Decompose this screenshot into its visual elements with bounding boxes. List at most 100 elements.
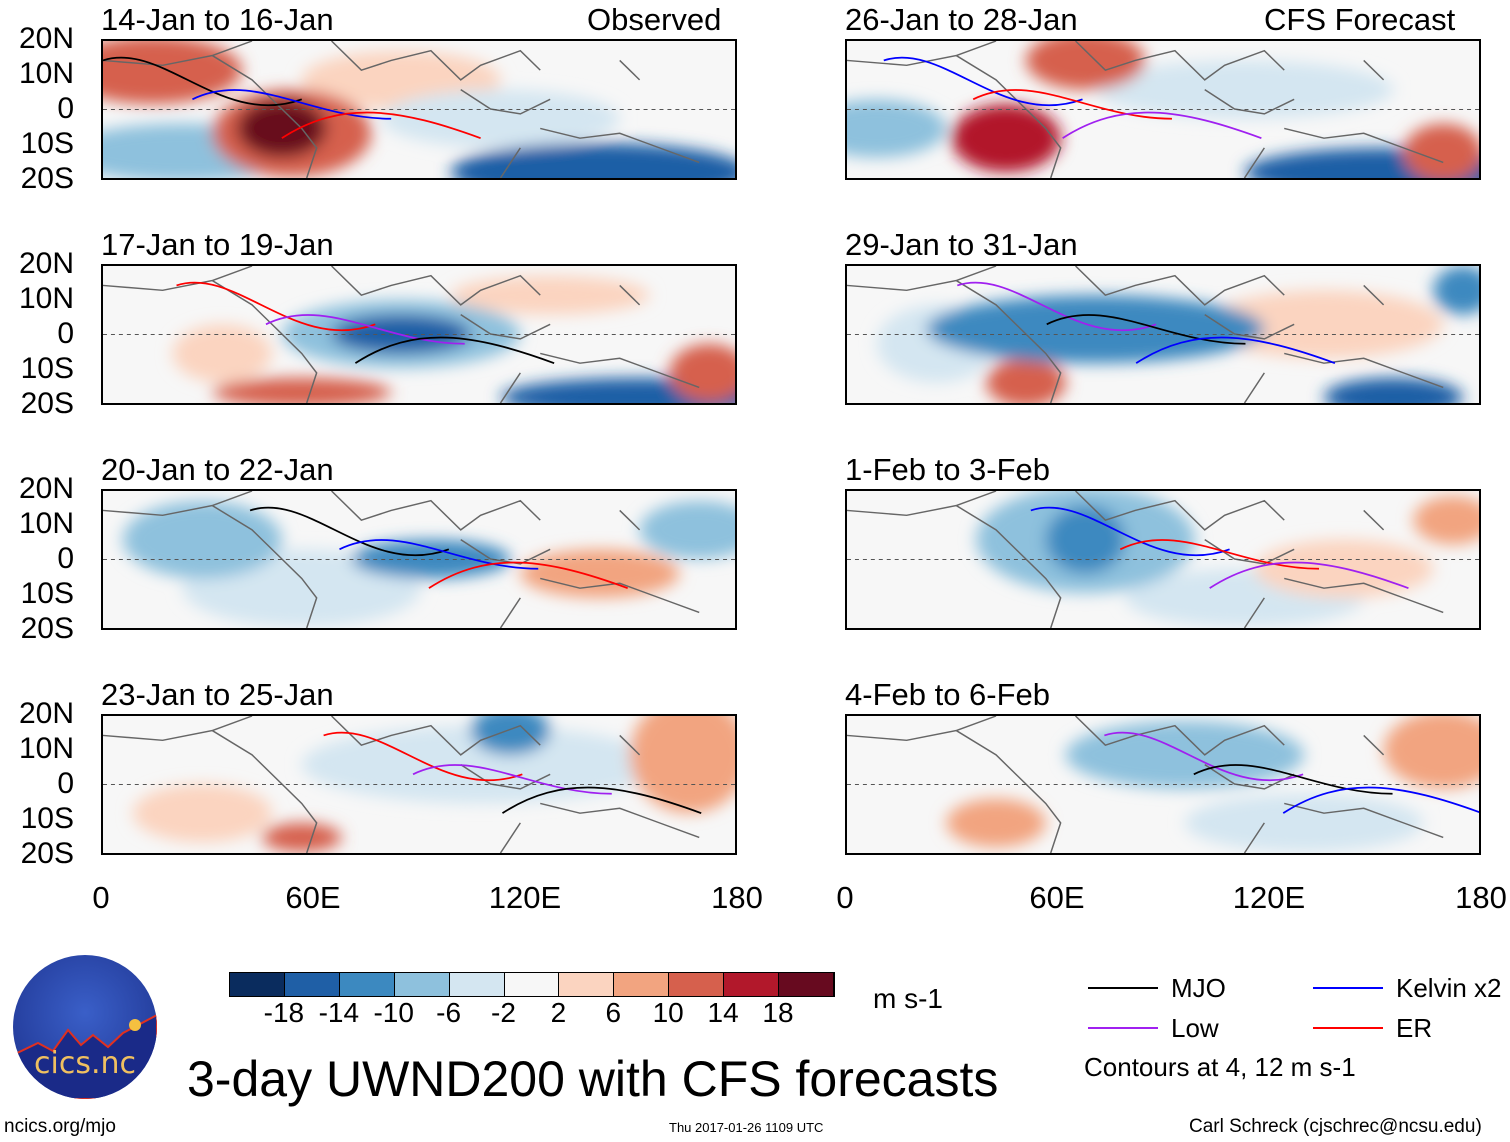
contour-line [883,56,1083,107]
anomaly-region [1065,720,1305,789]
lon-tick-label: 180 [1455,880,1507,915]
contour-line [501,786,702,814]
contour-line [428,561,628,589]
anomaly-region [212,377,392,403]
contour-line [339,539,539,570]
lat-tick-label: 10N [18,57,74,90]
colorbar-label: -6 [436,997,462,1028]
map-panel [101,714,737,855]
anomaly-region [1403,123,1479,178]
anomaly-region [1383,716,1479,789]
lat-tick-label: 20S [20,387,74,420]
legend-line [1313,987,1383,989]
lon-tick-label: 60E [285,880,341,915]
colorbar-label: -10 [373,997,414,1028]
anomaly-region [172,324,272,383]
contour-line [265,314,465,345]
anomaly-region [951,104,1061,173]
contour-line [103,56,303,107]
anomaly-region [1324,377,1464,403]
colorbar-swatch [779,973,834,996]
lon-tick-label: 180 [711,880,763,915]
colorbar-label: 2 [550,997,567,1028]
contour-line [281,111,481,139]
anomaly-region [351,539,511,579]
legend-line [1088,1027,1158,1029]
contour-line [192,89,392,120]
legend-label: Kelvin x2 [1396,973,1502,1003]
map-panel [101,489,737,630]
legend-line [1088,987,1158,989]
map-panel [845,489,1481,630]
panel-title: 23-Jan to 25-Jan [101,677,334,712]
cics-logo: cics.nc [13,955,157,1099]
map-panel [845,264,1481,405]
lon-tick-label: 120E [488,880,562,915]
contour-line [1119,539,1320,570]
lon-tick-label: 0 [836,880,854,915]
colorbar-swatch [339,973,395,996]
panel-title: 1-Feb to 3-Feb [845,452,1051,487]
anomaly-region [986,358,1066,403]
anomaly-region [520,549,680,598]
panel-title: 17-Jan to 19-Jan [101,227,334,262]
anomaly-region [639,500,735,560]
lat-tick-label: 20S [20,612,74,645]
map-panel [845,714,1481,855]
anomaly-region [470,716,551,755]
coastline [103,266,700,403]
colorbar-label: 10 [652,997,684,1028]
coastline [847,716,1444,853]
colorbar-swatch [394,973,450,996]
anomaly-region [946,798,1046,848]
contour-line [1209,561,1409,589]
anomaly-region [122,500,282,579]
footer-timestamp: Thu 2017-01-26 1109 UTC [669,1120,824,1135]
colorbar-swatch [614,973,670,996]
coastline [847,491,1444,628]
lat-tick-label: 10S [20,127,74,160]
footer-url[interactable]: ncics.org/mjo [4,1116,116,1137]
contour-line [957,281,1157,332]
lat-tick-label: 20S [20,837,74,870]
coastline [847,266,1444,403]
contour-line [412,764,612,795]
contour-line [176,281,376,332]
lat-tick-label: 0 [57,92,74,125]
anomaly-region [1433,266,1479,315]
colorbar-label: 18 [762,997,794,1028]
lat-tick-label: 10S [20,802,74,835]
colorbar-label: 6 [605,997,622,1028]
map-panel [845,39,1481,180]
coastline [847,41,1444,178]
lon-tick-label: 120E [1232,880,1306,915]
contour-line [1030,506,1230,557]
svg-text:cics.nc: cics.nc [34,1046,136,1081]
contour-line [354,336,555,364]
lat-tick-label: 10N [18,507,74,540]
colorbar-label: -14 [318,997,360,1028]
map-panel [101,264,737,405]
contour-line [1282,786,1479,814]
colorbar [229,972,835,997]
lat-tick-label: 20N [18,247,74,280]
anomaly-region [450,143,735,178]
panel-title: 29-Jan to 31-Jan [845,227,1078,262]
contour-line [1135,336,1336,364]
panel-title: 26-Jan to 28-Jan [845,2,1078,37]
panel-title: 14-Jan to 16-Jan [101,2,334,37]
coastline [103,716,700,853]
contour-line [1193,764,1393,795]
anomaly-region [450,275,650,315]
anomaly-region [926,295,1265,364]
contour-line [249,506,450,557]
legend-line [1313,1027,1383,1029]
observed-header: Observed [587,2,722,37]
anomaly-region [301,725,660,804]
colorbar-swatch [669,973,725,996]
anomaly-region [1045,505,1126,574]
lat-tick-label: 20N [18,697,74,730]
footer-author: Carl Schreck (cjschrec@ncsu.edu) [1189,1116,1482,1137]
contour-line [972,89,1172,120]
anomaly-region [132,784,272,843]
